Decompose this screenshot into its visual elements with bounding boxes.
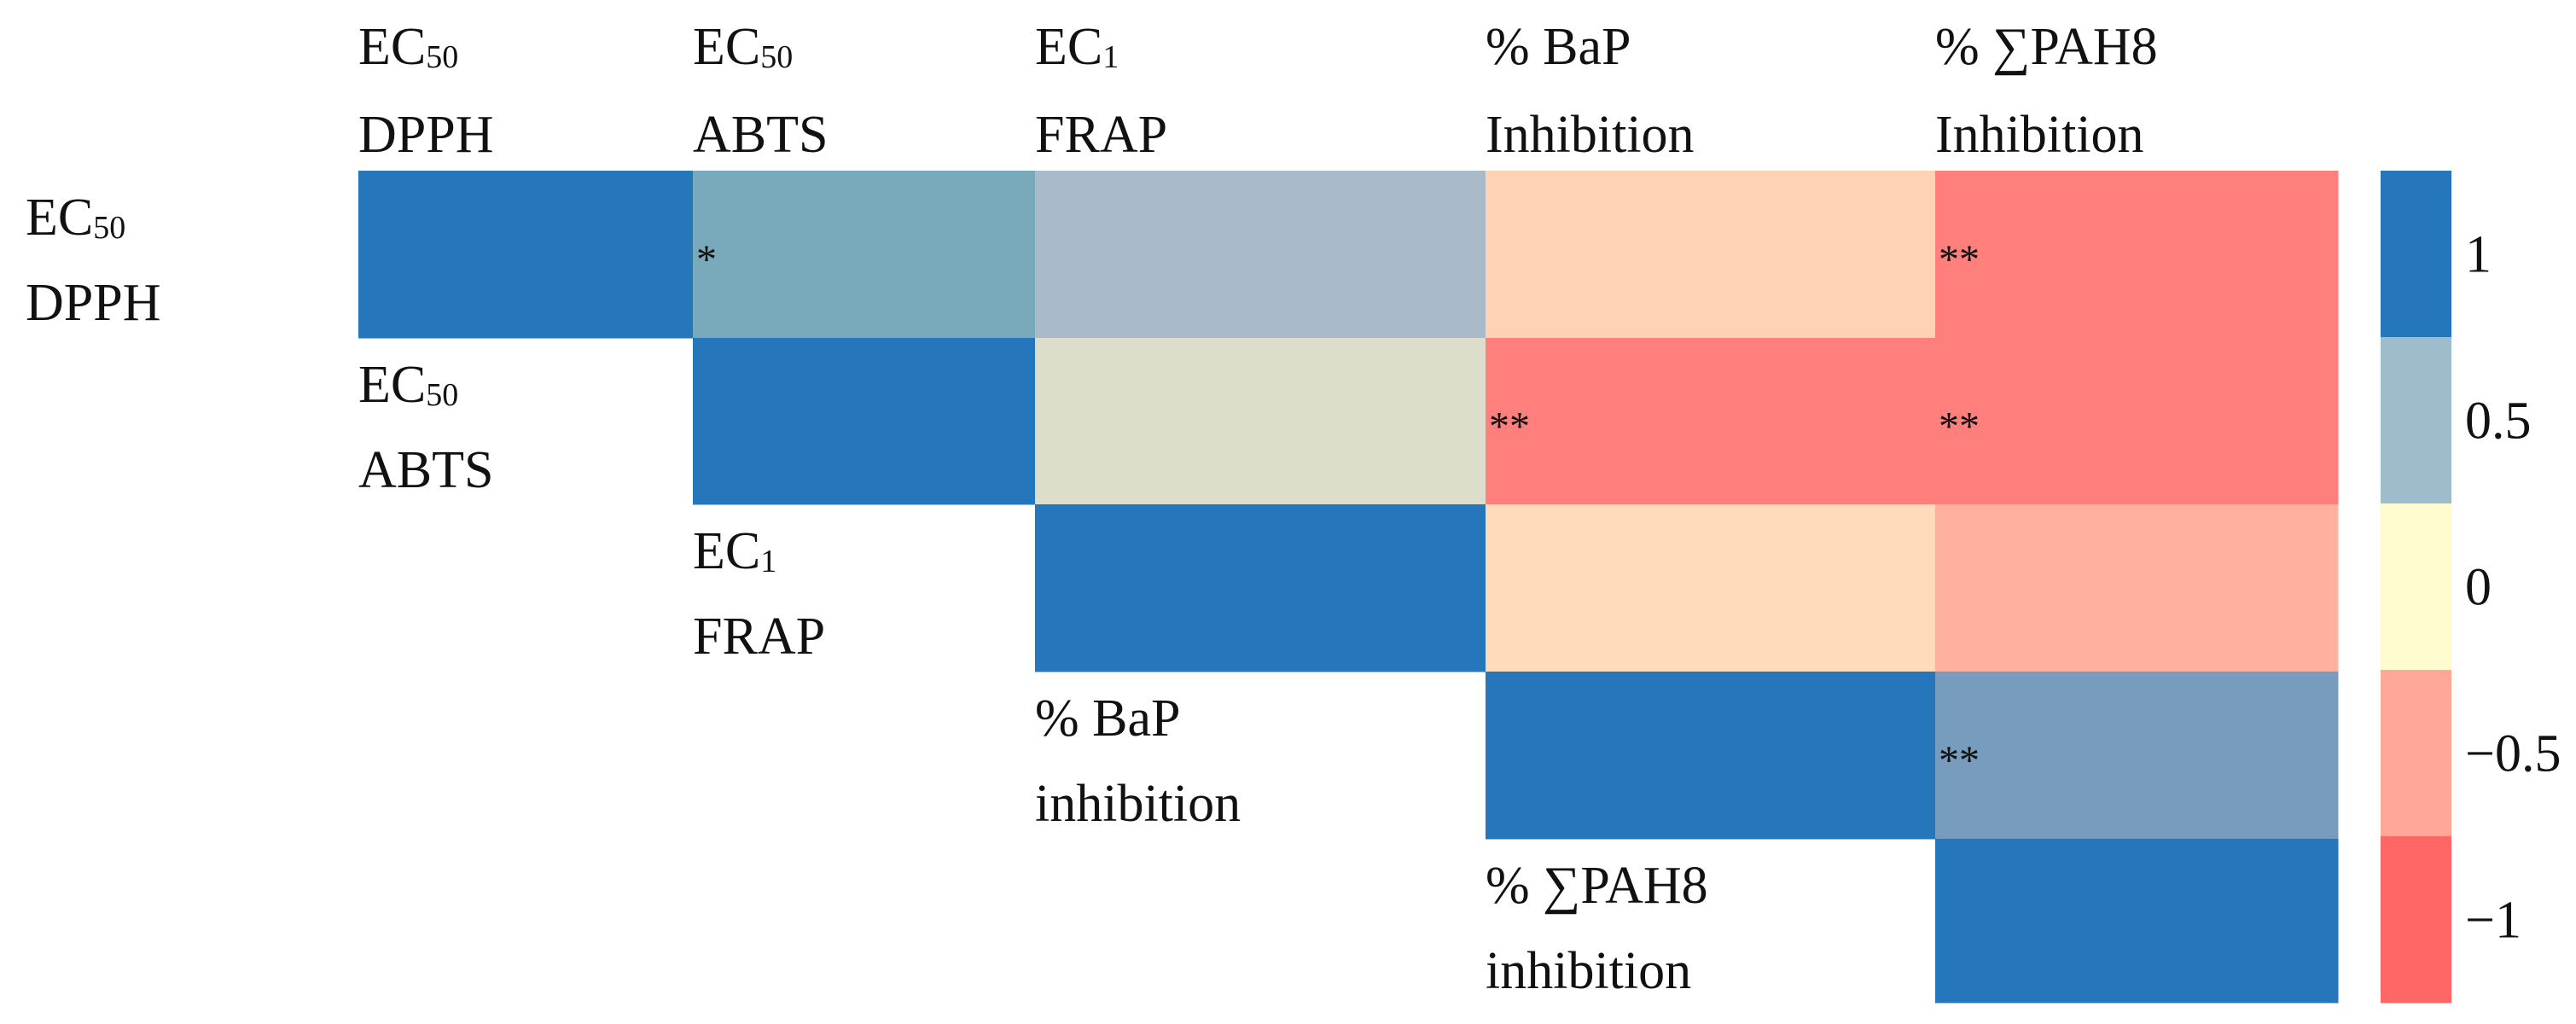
heatmap-cell-0-3 xyxy=(1486,171,1936,339)
colorbar-tick-label-3: −0.5 xyxy=(2465,725,2561,783)
heatmap-cell-1-3 xyxy=(1486,338,1936,505)
column-label-0-line1: EC50 xyxy=(358,18,458,76)
column-label-1-line1: EC50 xyxy=(693,18,793,76)
row-label-4-line1: % ∑PAH8 xyxy=(1486,857,1708,915)
heatmap-cell-0-4 xyxy=(1935,171,2339,339)
heatmap-cell-1-4 xyxy=(1935,338,2339,505)
heatmap-cell-2-2 xyxy=(1035,504,1486,672)
heatmap-cell-0-0 xyxy=(358,171,694,339)
colorbar-segment-0 xyxy=(2381,171,2451,338)
colorbar-segment-2 xyxy=(2381,503,2451,671)
colorbar-tick-label-2: 0 xyxy=(2465,559,2492,617)
row-label-2-line2: FRAP xyxy=(693,608,825,666)
colorbar-segment-3 xyxy=(2381,670,2451,837)
column-label-2-line2: FRAP xyxy=(1035,106,1167,164)
column-label-4-line2: Inhibition xyxy=(1935,106,2144,164)
colorbar-tick-label-4: −1 xyxy=(2465,892,2521,950)
colorbar-segment-1 xyxy=(2381,337,2451,504)
column-label-2-line1: EC1 xyxy=(1035,18,1119,76)
row-label-2-line1: EC1 xyxy=(693,522,776,580)
column-label-3-line1: % BaP xyxy=(1486,18,1631,76)
significance-marker-1-3: ** xyxy=(1489,404,1530,450)
row-label-3-line1: % BaP xyxy=(1035,689,1181,748)
heatmap-cells xyxy=(358,171,2339,1004)
row-label-4-line2: inhibition xyxy=(1486,942,1691,1000)
heatmap-cell-1-2 xyxy=(1035,338,1486,505)
heatmap-cell-4-4 xyxy=(1935,839,2339,1004)
column-label-1-line2: ABTS xyxy=(693,106,828,164)
heatmap-cell-2-4 xyxy=(1935,504,2339,672)
colorbar-tick-label-0: 1 xyxy=(2465,226,2492,284)
row-label-0-line1: EC50 xyxy=(26,189,125,247)
heatmap-cell-3-3 xyxy=(1486,672,1936,840)
row-label-1-line2: ABTS xyxy=(358,441,493,499)
heatmap-cell-0-2 xyxy=(1035,171,1486,339)
heatmap-cell-3-4 xyxy=(1935,672,2339,840)
heatmap-cell-2-3 xyxy=(1486,504,1936,672)
column-label-0-line2: DPPH xyxy=(358,106,494,164)
heatmap-cell-0-1 xyxy=(693,171,1036,339)
colorbar-segment-4 xyxy=(2381,836,2451,1004)
significance-marker-0-4: ** xyxy=(1939,237,1980,282)
column-label-4-line1: % ∑PAH8 xyxy=(1935,18,2158,76)
colorbar-tick-label-1: 0.5 xyxy=(2465,393,2532,451)
heatmap-cell-1-1 xyxy=(693,338,1036,505)
significance-marker-3-4: ** xyxy=(1939,738,1980,783)
row-label-3-line2: inhibition xyxy=(1035,775,1241,833)
column-label-3-line2: Inhibition xyxy=(1486,106,1695,164)
significance-marker-1-4: ** xyxy=(1939,404,1980,450)
significance-marker-0-1: * xyxy=(696,237,717,282)
row-label-0-line2: DPPH xyxy=(26,274,161,332)
row-label-1-line1: EC50 xyxy=(358,356,458,414)
